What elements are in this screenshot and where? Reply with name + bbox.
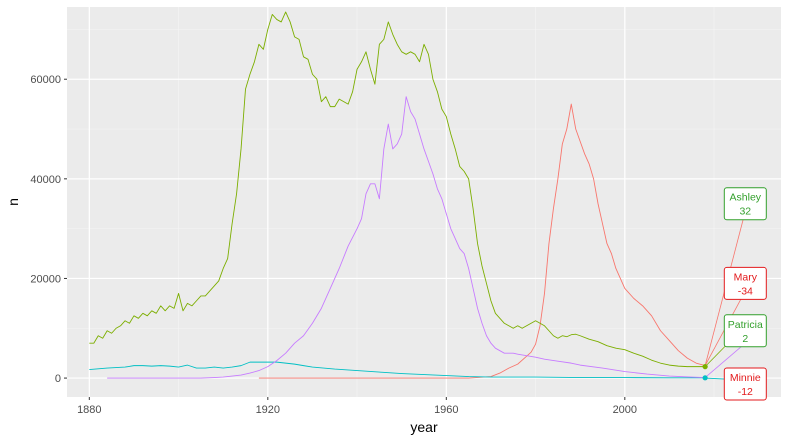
annotation-name: Patricia: [728, 319, 763, 331]
annotation-value: 2: [742, 333, 748, 345]
annotation-label: Ashley 32: [723, 187, 767, 221]
annotation-label: Mary -34: [723, 266, 767, 300]
y-tick-label: 0: [55, 373, 61, 385]
annotation-label: Patricia 2: [723, 314, 767, 348]
series-line-teal: [89, 361, 706, 379]
annotation-value: 32: [739, 206, 751, 218]
series-lines: [89, 11, 706, 379]
y-tick-label: 20000: [30, 273, 61, 285]
series-line-purple: [107, 96, 706, 379]
y-tick-label: 60000: [30, 74, 61, 86]
annotation-box: [723, 367, 767, 401]
x-axis-ticks: 1880 1920 1960 2000: [77, 397, 637, 416]
annotation-box: [723, 314, 767, 348]
annotation-leader-line: [704, 342, 746, 378]
x-axis-title: year: [410, 419, 438, 435]
annotation-labels: Ashley 32 Mary -34 Patricia 2 Minnie -12: [723, 187, 767, 401]
series-endpoint: [702, 364, 708, 370]
annotation-name: Ashley: [730, 192, 762, 204]
x-tick-label: 2000: [613, 404, 637, 416]
series-endpoints: [702, 364, 708, 381]
x-tick-label: 1920: [256, 404, 280, 416]
y-axis-title: n: [5, 198, 21, 206]
series-line-red: [258, 103, 706, 379]
series-line-olive: [89, 11, 706, 368]
annotation-name: Mary: [734, 271, 758, 283]
annotation-box: [723, 266, 767, 300]
plot-panel: [67, 7, 781, 397]
x-tick-label: 1960: [434, 404, 458, 416]
series-endpoint: [702, 375, 708, 381]
annotation-box: [723, 187, 767, 221]
annotation-label: Minnie -12: [723, 367, 767, 401]
annotation-name: Minnie: [730, 372, 761, 384]
x-tick-label: 1880: [77, 404, 101, 416]
annotation-value: -12: [738, 386, 753, 398]
y-tick-label: 40000: [30, 174, 61, 186]
annotation-value: -34: [738, 285, 753, 297]
y-axis-ticks: 0 20000 40000 60000: [30, 74, 67, 385]
minor-gridlines: [67, 7, 781, 397]
